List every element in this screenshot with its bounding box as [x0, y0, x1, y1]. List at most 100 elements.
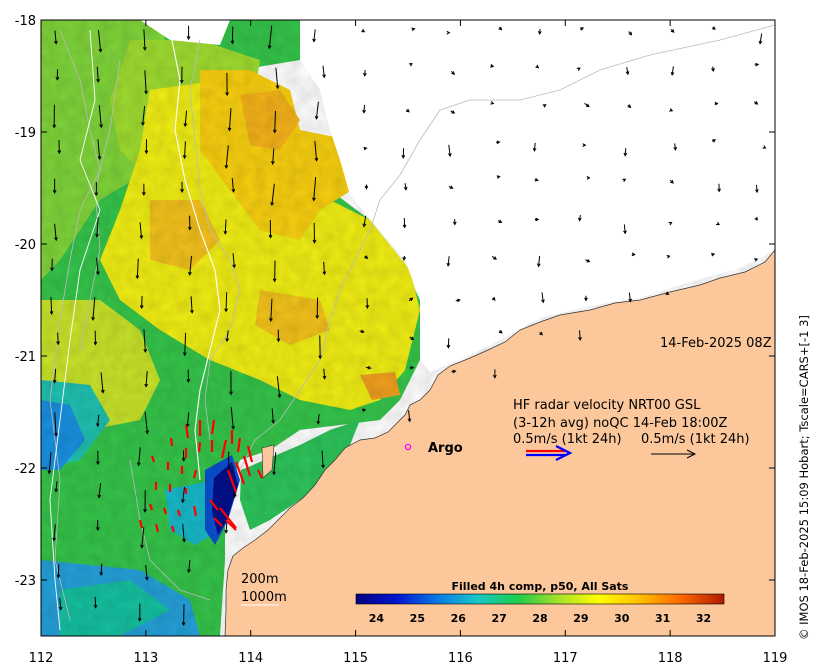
- current-arrowhead: [542, 104, 547, 108]
- current-arrow: [275, 67, 279, 89]
- current-arrow: [626, 67, 629, 75]
- x-tick-label: 115: [343, 651, 368, 666]
- current-arrow: [628, 292, 631, 302]
- colorbar-tick-label: 28: [532, 612, 547, 625]
- argo-float: Argo: [404, 441, 463, 456]
- current-arrow: [674, 143, 677, 150]
- current-arrow: [144, 411, 148, 434]
- current-arrowhead: [362, 408, 367, 413]
- current-arrowhead: [711, 252, 716, 257]
- current-arrow: [533, 142, 536, 151]
- current-arrowhead: [186, 379, 191, 383]
- current-arrow: [232, 253, 235, 268]
- current-arrow: [272, 148, 275, 165]
- current-arrowhead: [269, 317, 273, 322]
- current-arrowhead: [187, 226, 192, 231]
- current-arrowhead: [55, 76, 60, 81]
- current-arrowhead: [52, 190, 57, 194]
- x-tick-label: 112: [29, 651, 54, 666]
- current-arrow: [97, 139, 101, 160]
- current-arrowhead: [452, 221, 457, 226]
- current-arrowhead: [498, 329, 503, 334]
- current-arrow: [138, 447, 141, 466]
- current-arrow: [141, 527, 145, 548]
- current-arrow: [55, 481, 58, 492]
- current-arrowhead: [277, 394, 282, 399]
- current-arrowhead: [627, 104, 632, 109]
- australia-land: [224, 249, 775, 636]
- cloud-mask: [300, 20, 775, 372]
- current-arrowhead: [139, 235, 144, 240]
- current-arrow: [188, 559, 191, 573]
- hf-radar-arrows: [138, 419, 263, 533]
- current-arrowhead: [232, 264, 236, 269]
- current-arrowhead: [631, 252, 636, 257]
- current-arrowhead: [498, 26, 503, 31]
- current-arrow: [317, 413, 320, 424]
- current-arrow: [144, 70, 147, 94]
- current-arrowhead: [272, 471, 276, 476]
- radar-scale-arrow: [526, 445, 573, 461]
- current-arrowhead: [139, 305, 144, 310]
- radar-arrow: [226, 469, 238, 493]
- current-arrowhead: [99, 572, 104, 577]
- current-arrow: [54, 412, 57, 436]
- model-scale-arrow: [651, 449, 697, 459]
- current-arrowhead: [58, 606, 63, 611]
- current-arrowhead: [56, 341, 60, 346]
- current-arrow: [186, 412, 190, 427]
- current-arrow: [184, 141, 186, 159]
- current-arrowhead: [363, 72, 367, 77]
- current-arrowhead: [361, 28, 366, 33]
- current-arrowhead: [625, 71, 630, 76]
- current-arrowhead: [97, 494, 102, 499]
- current-arrowhead: [181, 499, 185, 504]
- current-arrowhead: [401, 154, 406, 159]
- current-arrowhead: [182, 538, 186, 543]
- radar-legend: HF radar velocity NRT00 GSL (3-12h avg) …: [513, 398, 750, 461]
- plot-frame: [40, 19, 776, 637]
- current-arrowhead: [97, 156, 102, 161]
- current-arrowhead: [272, 129, 277, 134]
- current-arrow: [139, 222, 143, 239]
- current-arrow: [321, 450, 324, 468]
- isobath-1000m: [169, 29, 221, 481]
- radar-arrow: [257, 469, 263, 479]
- colorbar-tick-label: 27: [491, 612, 506, 625]
- current-arrowhead: [576, 67, 581, 71]
- x-tick-label: 116: [448, 651, 473, 666]
- current-arrowhead: [100, 389, 105, 394]
- y-tick-label: -22: [15, 462, 36, 477]
- current-arrow: [59, 597, 62, 610]
- current-arrowhead: [224, 164, 229, 169]
- colorbar-scale: [355, 593, 725, 605]
- x-tick-label: 119: [763, 651, 788, 666]
- current-arrow: [447, 256, 450, 266]
- current-arrowhead: [144, 90, 148, 95]
- current-arrowhead: [270, 202, 275, 207]
- current-arrow: [314, 141, 318, 161]
- current-arrow: [579, 330, 581, 340]
- current-arrowhead: [54, 237, 58, 242]
- current-arrow: [759, 33, 763, 44]
- current-arrowhead: [754, 258, 759, 262]
- current-arrowhead: [94, 192, 99, 197]
- radar-legend-scale-left: 0.5m/s (1kt 24h): [513, 432, 622, 447]
- current-arrow: [57, 332, 59, 345]
- current-arrow: [228, 107, 232, 131]
- current-arrowhead: [490, 101, 495, 105]
- current-arrowhead: [447, 153, 452, 158]
- current-arrow: [184, 110, 188, 127]
- current-arrowhead: [140, 544, 144, 549]
- current-arrowhead: [50, 267, 54, 272]
- current-arrowhead: [578, 217, 582, 222]
- y-tick-label: -21: [15, 350, 36, 365]
- y-tick-label: -20: [15, 238, 36, 253]
- current-arrowhead: [758, 40, 763, 45]
- current-arrow: [268, 25, 273, 49]
- current-arrowhead: [98, 48, 103, 53]
- radar-arrow: [184, 424, 190, 439]
- current-arrowhead: [717, 188, 722, 193]
- current-arrow: [225, 292, 228, 312]
- current-arrowhead: [446, 344, 451, 349]
